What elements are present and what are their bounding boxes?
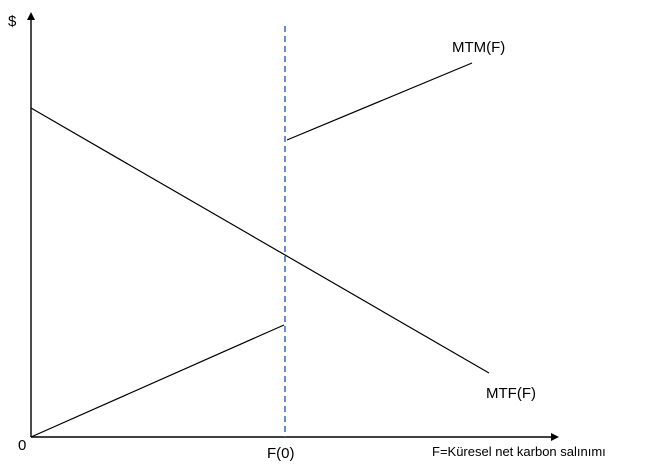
x-axis-label: F=Küresel net karbon salınımı <box>432 444 606 459</box>
y-axis-label: $ <box>8 13 17 30</box>
mtm-curve-upper-segment <box>286 62 473 141</box>
mtm-curve-lower-segment <box>30 324 285 438</box>
origin-label: 0 <box>18 437 26 454</box>
mtf-curve-label: MTF(F) <box>486 385 536 402</box>
mtm-curve-label: MTM(F) <box>452 39 505 56</box>
mtf-curve <box>30 107 490 374</box>
threshold-label: F(0) <box>267 445 295 462</box>
